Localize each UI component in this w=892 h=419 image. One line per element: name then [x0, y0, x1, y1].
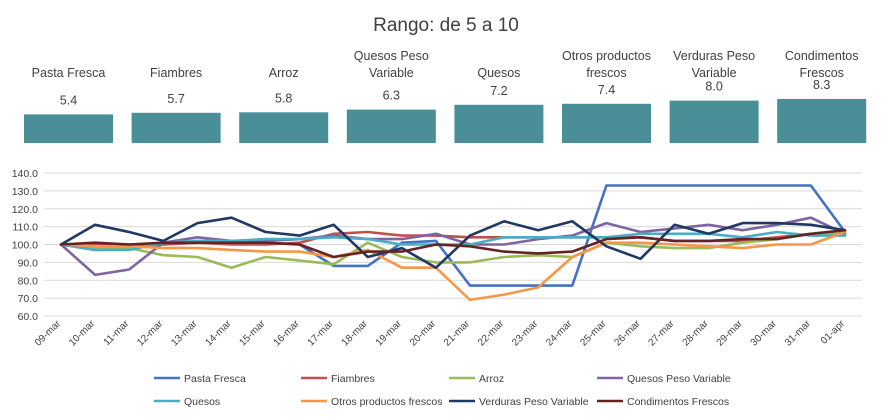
y-tick-label: 130.0 — [12, 186, 38, 198]
line-chart: 60.0 70.0 80.0 90.0 100.0 110.0 120.0 130.0 140.… — [12, 168, 862, 349]
bar — [454, 104, 544, 143]
bar-value-label: 8.3 — [813, 78, 830, 92]
series-line — [59, 216, 847, 270]
series-line — [59, 216, 847, 277]
bar — [24, 114, 113, 143]
bar-value-label: 7.4 — [598, 83, 615, 97]
bar-value-label: 8.0 — [705, 80, 722, 94]
bar-value-label: 5.7 — [167, 92, 184, 106]
x-tick-label: 10-mar — [67, 318, 98, 349]
x-tick-label: 12-mar — [135, 318, 166, 349]
bar — [562, 103, 651, 143]
legend-label: Quesos Peso Variable — [627, 373, 731, 385]
series-line — [59, 230, 847, 302]
legend-label: Arroz — [479, 373, 504, 385]
x-tick-label: 27-mar — [646, 318, 677, 349]
x-tick-label: 23-mar — [510, 318, 541, 349]
bar-value-label: 7.2 — [490, 84, 507, 98]
legend-label: Pasta Fresca — [184, 373, 246, 385]
x-tick-label: 25-mar — [578, 318, 609, 349]
bar-category-label: Arroz — [269, 66, 299, 80]
series-line — [59, 228, 847, 259]
y-tick-label: 90.0 — [18, 257, 39, 269]
x-tick-label: 16-mar — [272, 318, 303, 349]
x-tick-label: 29-mar — [715, 318, 746, 349]
bar-category-label: Variable — [369, 66, 414, 80]
x-tick-label: 24-mar — [544, 318, 575, 349]
bar-value-label: 5.8 — [275, 91, 292, 105]
bar-category-label: frescos — [586, 66, 626, 80]
x-tick-label: 17-mar — [306, 318, 337, 349]
bar — [669, 100, 759, 143]
legend-label: Quesos — [184, 396, 220, 408]
legend-label: Verduras Peso Variable — [479, 396, 589, 408]
x-tick-label: 21-mar — [442, 318, 473, 349]
chart-title: Rango: de 5 a 10 — [373, 15, 519, 36]
bar-category-label: Otros productos — [562, 49, 651, 63]
bar-category-label: Frescos — [799, 66, 843, 80]
x-tick-label: 19-mar — [374, 318, 405, 349]
bar-category-label: Fiambres — [150, 66, 202, 80]
x-tick-label: 14-mar — [203, 318, 234, 349]
x-tick-label: 18-mar — [340, 318, 371, 349]
bar-value-label: 5.4 — [60, 93, 77, 107]
y-tick-label: 120.0 — [12, 204, 38, 216]
legend: Pasta Fresca Fiambres Arroz Quesos Peso Var… — [154, 373, 731, 408]
y-tick-label: 60.0 — [18, 311, 39, 323]
bar — [239, 112, 329, 143]
bar-chart: 5.4 Pasta Fresca 5.7 Fiambres 5.8 Arroz 6.3 Que… — [24, 49, 867, 143]
x-tick-label: 31-mar — [783, 318, 814, 349]
bar — [131, 112, 221, 143]
x-tick-label: 15-mar — [237, 318, 268, 349]
x-tick-label: 20-mar — [408, 318, 439, 349]
bar-category-label: Pasta Fresca — [32, 66, 106, 80]
legend-label: Otros productos frescos — [331, 396, 442, 408]
x-tick-label: 01-apr — [819, 318, 848, 347]
legend-label: Condimentos Frescos — [627, 396, 729, 408]
y-tick-label: 70.0 — [18, 293, 39, 305]
bar — [346, 109, 436, 143]
bar-category-label: Quesos — [477, 66, 520, 80]
y-tick-label: 110.0 — [13, 222, 39, 234]
bar-category-label: Condimentos — [785, 49, 859, 63]
bar-category-label: Quesos Peso — [354, 49, 429, 63]
bar — [777, 99, 867, 143]
x-tick-label: 11-mar — [102, 318, 132, 348]
y-tick-label: 100.0 — [12, 240, 38, 252]
x-tick-label: 30-mar — [749, 318, 780, 349]
x-tick-label: 13-mar — [169, 318, 200, 349]
bar-category-label: Verduras Peso — [673, 49, 755, 63]
legend-label: Fiambres — [331, 373, 375, 385]
y-tick-label: 80.0 — [18, 275, 39, 287]
bar-category-label: Variable — [692, 66, 737, 80]
x-tick-label: 22-mar — [476, 318, 507, 349]
bar-value-label: 6.3 — [383, 89, 400, 103]
x-tick-label: 28-mar — [681, 318, 712, 349]
y-tick-label: 140.0 — [12, 168, 38, 180]
x-tick-label: 26-mar — [612, 318, 643, 349]
